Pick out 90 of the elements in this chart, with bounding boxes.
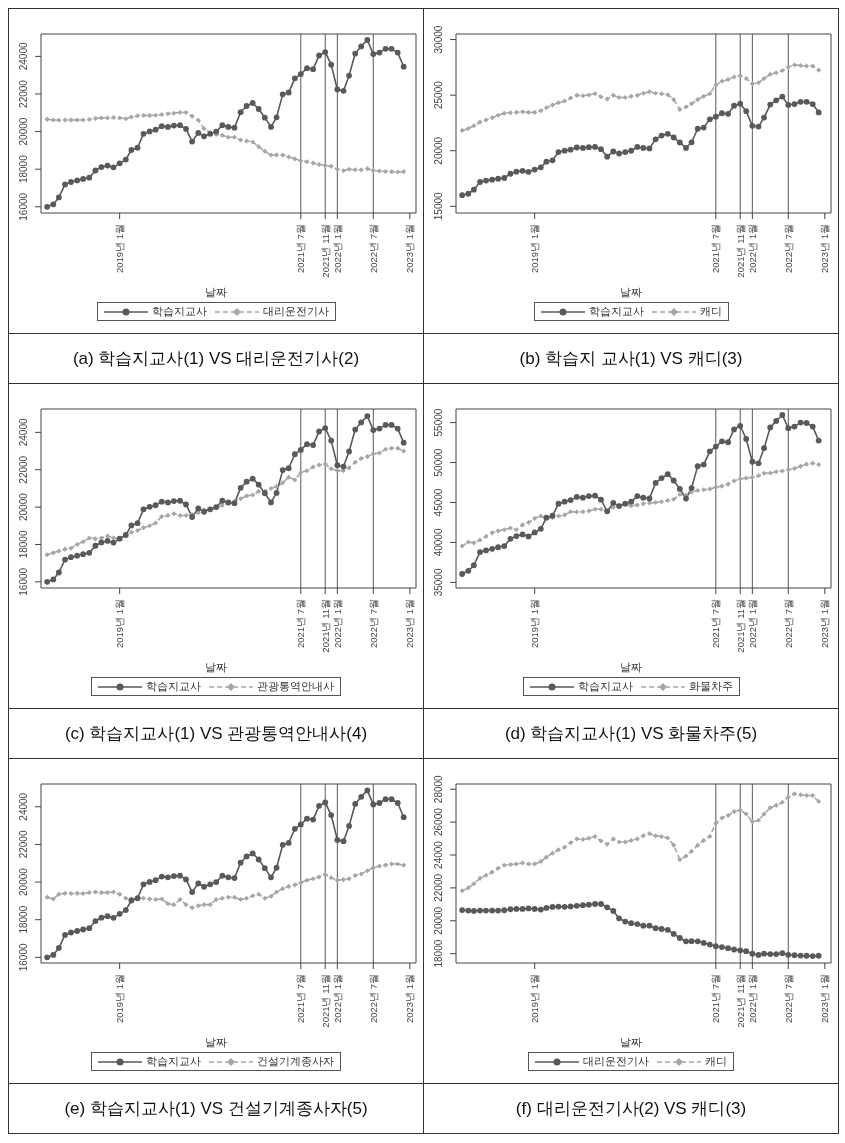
y-tick-label: 15000 (433, 191, 444, 221)
x-tick-label: 2022년 7월 (367, 974, 379, 1024)
text: (f) 대리운전기사(2) VS 캐디(3) (515, 1098, 747, 1120)
legend-label: 건설기계종사자 (257, 1054, 334, 1069)
y-tick-label: 20000 (18, 117, 29, 146)
legend-label: 캐디 (705, 1054, 727, 1069)
x-tick-label: 2021년 7월 (295, 974, 307, 1024)
x-tick-label: 2021년 11월 (734, 224, 746, 278)
x-tick-label: 2022년 1월 (746, 224, 758, 274)
x-tick-label: 2023년 1월 (404, 224, 416, 274)
legend-label: 캐디 (699, 304, 722, 319)
x-tick-label: 2023년 1월 (404, 974, 416, 1024)
text: (c) 학습지교사(1) VS 관광통역안내사(4) (64, 723, 368, 745)
x-tick-label: 2022년 7월 (367, 224, 379, 274)
x-tick-label: 2019년 1월 (114, 599, 126, 649)
y-tick-label: 55000 (433, 408, 444, 437)
x-tick-label: 2021년 7월 (710, 224, 722, 274)
y-tick-label: 28000 (433, 774, 444, 804)
y-tick-label: 24000 (18, 418, 29, 447)
x-tick-label: 2021년 7월 (295, 224, 307, 274)
x-tick-label: 2021년 7월 (710, 599, 722, 649)
x-tick-label: 2021년 11월 (319, 599, 331, 653)
x-tick-label: 2022년 1월 (331, 599, 343, 649)
x-axis-title: 날짜 (204, 1035, 228, 1050)
text: (e) 학습지교사(1) VS 건설기계종사자(5) (64, 1098, 368, 1120)
y-tick-label: 30000 (433, 25, 444, 54)
y-tick-label: 18000 (18, 530, 29, 559)
legend-label: 학습지교사 (588, 304, 644, 319)
y-tick-label: 20000 (433, 906, 444, 935)
x-tick-label: 2022년 7월 (367, 599, 379, 649)
x-tick-label: 2023년 1월 (819, 974, 831, 1024)
x-tick-label: 2022년 1월 (746, 599, 758, 649)
text: (b) 학습지 교사(1) VS 캐디(3) (519, 348, 743, 370)
y-tick-label: 22000 (18, 79, 29, 108)
x-tick-label: 2021년 11월 (734, 974, 746, 1028)
x-tick-label: 2023년 1월 (819, 599, 831, 649)
y-tick-label: 18000 (18, 154, 29, 184)
x-axis-title: 날짜 (204, 285, 228, 300)
x-tick-label: 2023년 1월 (819, 224, 831, 274)
y-tick-label: 16000 (18, 567, 29, 596)
legend-label: 관광통역안내사 (257, 679, 334, 694)
y-tick-label: 50000 (433, 448, 444, 477)
x-axis-title: 날짜 (619, 285, 643, 300)
x-tick-label: 2019년 1월 (529, 974, 541, 1024)
legend-label: 학습지교사 (146, 679, 201, 694)
x-tick-label: 2021년 11월 (734, 599, 746, 653)
legend-label: 학습지교사 (146, 1054, 201, 1069)
y-tick-label: 16000 (18, 192, 29, 221)
x-tick-label: 2019년 1월 (114, 974, 126, 1024)
legend-label: 학습지교사 (151, 304, 207, 319)
legend-label: 대리운전기사 (262, 304, 329, 319)
legend-label: 학습지교사 (577, 679, 633, 694)
x-tick-label: 2022년 1월 (331, 224, 343, 274)
y-tick-label: 20000 (18, 867, 29, 896)
y-tick-label: 24000 (18, 792, 29, 821)
x-tick-label: 2021년 7월 (710, 974, 722, 1024)
x-tick-label: 2021년 11월 (319, 224, 331, 278)
y-tick-label: 22000 (18, 830, 29, 859)
y-tick-label: 35000 (433, 568, 444, 597)
y-tick-label: 18000 (18, 905, 29, 934)
x-tick-label: 2022년 7월 (782, 224, 794, 274)
y-tick-label: 20000 (433, 136, 444, 165)
y-tick-label: 24000 (18, 42, 29, 71)
x-tick-label: 2021년 7월 (295, 599, 307, 649)
x-tick-label: 2019년 1월 (529, 224, 541, 274)
x-tick-label: 2019년 1월 (114, 224, 126, 274)
x-tick-label: 2022년 1월 (746, 974, 758, 1024)
y-tick-label: 22000 (18, 455, 29, 484)
text: (a) 학습지교사(1) VS 대리운전기사(2) (72, 348, 360, 370)
legend-label: 대리운전기사 (583, 1054, 649, 1069)
y-tick-label: 20000 (18, 492, 29, 521)
y-tick-label: 22000 (433, 873, 444, 902)
text: (d) 학습지교사(1) VS 화물차주(5) (504, 723, 758, 745)
x-axis-title: 날짜 (204, 660, 228, 675)
x-tick-label: 2022년 7월 (782, 599, 794, 649)
y-tick-label: 26000 (433, 807, 444, 837)
x-axis-title: 날짜 (619, 1035, 643, 1050)
x-axis-title: 날짜 (619, 660, 643, 675)
y-tick-label: 16000 (18, 943, 29, 972)
y-tick-label: 24000 (433, 840, 444, 869)
y-tick-label: 25000 (433, 80, 444, 110)
x-tick-label: 2023년 1월 (404, 599, 416, 649)
x-tick-label: 2019년 1월 (529, 599, 541, 649)
legend-label: 화물차주 (688, 679, 733, 694)
y-tick-label: 18000 (433, 939, 444, 968)
x-tick-label: 2021년 11월 (319, 974, 331, 1028)
y-tick-label: 40000 (433, 528, 444, 557)
y-tick-label: 45000 (433, 488, 444, 517)
x-tick-label: 2022년 1월 (331, 974, 343, 1024)
x-tick-label: 2022년 7월 (782, 974, 794, 1024)
